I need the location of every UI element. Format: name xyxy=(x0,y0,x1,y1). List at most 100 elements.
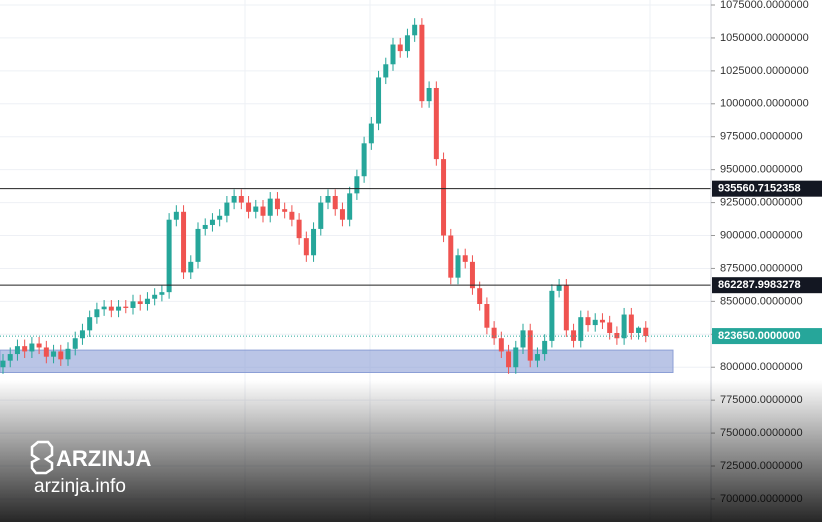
candle-body xyxy=(643,327,649,337)
candle-body xyxy=(441,159,447,236)
y-tick-label: 1000000.0000000 xyxy=(720,98,809,110)
candle-body xyxy=(116,306,122,311)
candle-body xyxy=(159,292,165,295)
candle-body xyxy=(534,354,540,361)
y-tick-label: 1025000.0000000 xyxy=(720,65,809,77)
candle-body xyxy=(108,306,114,311)
candle-body xyxy=(29,343,35,352)
candle-body xyxy=(224,202,230,216)
candle-body xyxy=(433,87,439,160)
candle-body xyxy=(173,211,179,220)
y-tick-label: 800000.0000000 xyxy=(720,361,803,373)
brand: ARZINJA xyxy=(56,446,151,471)
candle-body xyxy=(549,290,555,341)
candle-body xyxy=(621,314,627,339)
logo xyxy=(30,440,54,475)
candle-body xyxy=(585,317,591,326)
candle-body xyxy=(195,228,201,262)
candle-body xyxy=(318,202,324,229)
candle-body xyxy=(368,123,374,144)
candle-body xyxy=(513,347,519,368)
y-tick-label: 950000.0000000 xyxy=(720,164,803,176)
candle-body xyxy=(325,195,331,203)
candle-body xyxy=(419,24,425,102)
plot xyxy=(0,18,711,374)
candle-body xyxy=(166,219,172,293)
y-tick-label: 1075000.0000000 xyxy=(720,0,809,11)
candle-body xyxy=(361,143,367,177)
y-tick-label: 875000.0000000 xyxy=(720,262,803,274)
candle-body xyxy=(491,327,497,339)
candle-body xyxy=(469,261,475,289)
candle-body xyxy=(79,330,85,339)
candle-body xyxy=(397,44,403,52)
bottom-fade xyxy=(0,380,822,522)
candle-body xyxy=(542,340,548,355)
candle-body xyxy=(412,24,418,36)
candle-body xyxy=(217,215,223,220)
watermark: ARZINJA arzinja.info xyxy=(30,440,151,497)
candle-body xyxy=(209,219,215,225)
candle-body xyxy=(303,238,309,256)
candle-body xyxy=(202,224,208,229)
candle-body xyxy=(383,64,389,78)
candle-body xyxy=(152,294,158,299)
candle-body xyxy=(477,288,483,305)
candle-body xyxy=(0,360,6,368)
y-tick-label: 1050000.0000000 xyxy=(720,32,809,44)
candle-body xyxy=(274,198,280,210)
candle-body xyxy=(65,348,71,360)
candle-body xyxy=(527,330,533,361)
y-tick-label: 900000.0000000 xyxy=(720,229,803,241)
candle-body xyxy=(87,317,93,331)
candle-body xyxy=(94,309,100,318)
candle-body xyxy=(462,255,468,262)
candle-body xyxy=(36,343,42,348)
candle-body xyxy=(7,354,13,361)
candle-body xyxy=(58,351,64,360)
candle-body xyxy=(137,301,143,305)
zone xyxy=(0,349,674,373)
candle-body xyxy=(484,304,490,328)
candle-body xyxy=(144,298,150,305)
candle-body xyxy=(282,209,288,212)
candle-body xyxy=(556,285,562,291)
candle-body xyxy=(260,206,266,216)
candle-body xyxy=(22,346,28,352)
site: arzinja.info xyxy=(34,476,126,497)
candle-body xyxy=(246,202,252,212)
candle-body xyxy=(188,261,194,273)
y-tick-label: 975000.0000000 xyxy=(720,131,803,143)
candle-body xyxy=(520,330,526,348)
candle-body xyxy=(578,317,584,341)
candle-body xyxy=(614,332,620,339)
candle-body xyxy=(628,314,634,333)
candle-body xyxy=(592,319,598,326)
level-tag xyxy=(712,180,822,197)
candle-body xyxy=(563,285,569,331)
candle-body xyxy=(339,209,345,220)
candle-body xyxy=(101,306,107,310)
candle-body xyxy=(72,338,78,349)
level-label: 862287.9983278 xyxy=(718,279,801,291)
candle-body xyxy=(599,319,605,323)
candle-body xyxy=(238,195,244,203)
candle-body xyxy=(181,211,187,273)
candle-body xyxy=(347,193,353,220)
candle-body xyxy=(123,306,129,308)
candle-body xyxy=(498,338,504,352)
candle-body xyxy=(130,301,136,308)
candle-body xyxy=(51,351,57,357)
candle-body xyxy=(455,255,461,278)
last-price-label: 823650.0000000 xyxy=(718,330,801,342)
candle-body xyxy=(376,77,382,124)
candle-body xyxy=(404,35,410,52)
candle-body xyxy=(354,176,360,194)
candle-body xyxy=(231,195,237,203)
candle-body xyxy=(14,346,20,355)
candle-body xyxy=(607,322,613,333)
y-tick-label: 925000.0000000 xyxy=(720,196,803,208)
y-tick-label: 850000.0000000 xyxy=(720,295,803,307)
candle-body xyxy=(296,219,302,239)
